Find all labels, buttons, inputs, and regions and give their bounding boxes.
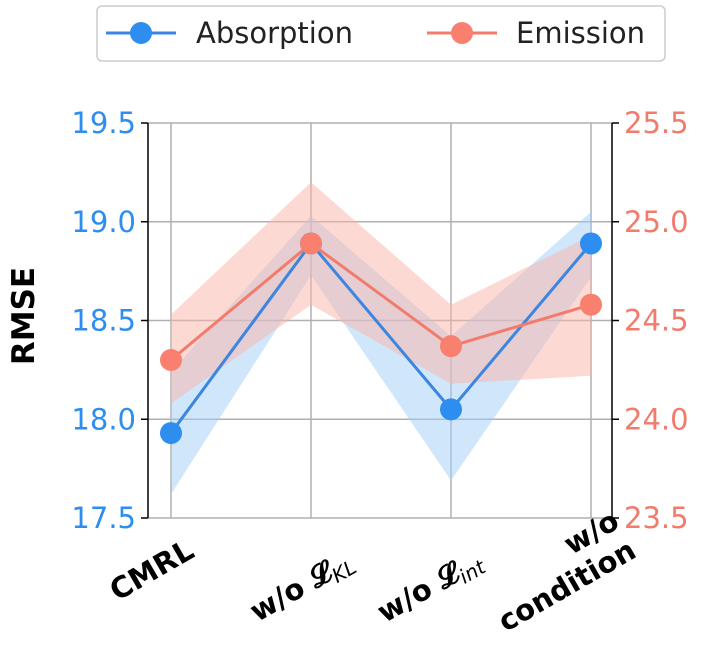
right-tick-label: 25.5	[624, 106, 689, 140]
legend: Absorption Emission	[96, 5, 666, 62]
right-tick-label: 24.5	[624, 304, 689, 338]
right-tick-label: 25.0	[624, 205, 689, 239]
series-lines	[169, 241, 593, 434]
x-tick-label: w/o 𝓛KL	[244, 543, 361, 632]
point-absorption	[160, 422, 182, 445]
error-bands	[171, 182, 591, 495]
svg-text:w/o 𝓛KL: w/o 𝓛KL	[244, 543, 361, 632]
x-tick-label: CMRL	[104, 533, 200, 608]
point-emission	[580, 293, 602, 316]
svg-text:w/o 𝓛int: w/o 𝓛int	[371, 542, 490, 633]
left-tick-label: 19.5	[71, 106, 136, 140]
point-emission	[300, 232, 322, 255]
right-tick-label: 24.0	[624, 402, 689, 436]
point-emission	[440, 335, 462, 358]
legend-label-absorption: Absorption	[196, 16, 353, 50]
x-tick-label: w/o 𝓛int	[371, 542, 490, 633]
left-tick-label: 18.0	[71, 402, 136, 436]
point-absorption	[580, 232, 602, 255]
point-absorption	[440, 398, 462, 421]
left-tick-label: 17.5	[71, 501, 136, 535]
left-tick-label: 19.0	[71, 205, 136, 239]
point-emission	[160, 349, 182, 371]
data-points	[160, 232, 602, 445]
legend-frame	[96, 5, 666, 62]
y-axis-label: RMSE	[6, 267, 42, 365]
right-tick-label: 23.5	[624, 501, 689, 535]
legend-marker-emission	[451, 22, 473, 44]
band-emission	[171, 182, 591, 404]
left-tick-label: 18.5	[71, 304, 136, 338]
legend-marker-absorption	[130, 22, 152, 44]
legend-label-emission: Emission	[516, 16, 645, 50]
svg-text:CMRL: CMRL	[104, 533, 200, 608]
line-emission	[170, 241, 592, 362]
